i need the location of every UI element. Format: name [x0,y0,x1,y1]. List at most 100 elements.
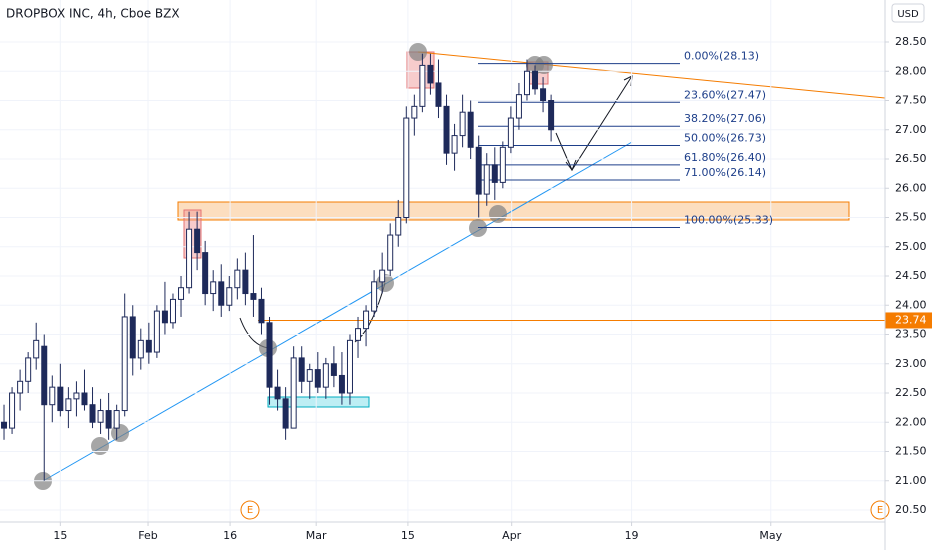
candle-body [33,339,40,359]
pivot-circle [489,205,507,223]
event-label: E [247,505,253,516]
resistance-zone [177,201,850,221]
x-tick-label: 15 [401,529,415,542]
candle-body [515,94,522,119]
candle-body [298,357,305,382]
candle-body [306,369,313,382]
candle-body [258,298,265,324]
candle-body [355,328,362,341]
y-tick-label: 23.00 [895,357,927,370]
candle-body [250,293,257,300]
y-tick-label: 28.50 [895,35,927,48]
candle-body [330,363,337,376]
y-tick-label: 27.50 [895,94,927,107]
candle-body [113,410,120,429]
candle-body [290,357,297,429]
candle-body [403,117,410,218]
x-tick-label: Apr [502,529,522,542]
pivot-circle [469,219,487,237]
fib-label: 38.20%(27.06) [684,112,766,125]
candle-body [153,310,160,353]
y-tick-label: 27.00 [895,123,927,136]
candle-body [1,421,8,429]
y-tick-label: 22.00 [895,415,927,428]
candle-body [145,339,152,353]
candle-body [41,345,48,406]
candle-body [483,164,490,195]
fib-label: 71.00%(26.14) [684,166,766,179]
fib-label: 0.00%(28.13) [684,50,759,63]
candle-body [161,310,168,324]
candle-body [322,363,329,388]
projection-arrow [555,75,633,172]
y-tick-label: 24.00 [895,298,927,311]
candle-body [89,404,96,423]
trend-line [42,141,633,482]
currency-badge[interactable] [891,3,925,23]
pivot-circle [91,437,109,455]
candle-body [371,281,378,312]
candle-body [129,316,136,359]
candle-body [49,386,56,406]
candle-body [411,105,418,119]
candle-body [314,369,321,388]
y-tick-label: 26.50 [895,152,927,165]
fib-label: 23.60%(27.47) [684,88,766,101]
y-tick-label: 22.50 [895,386,927,399]
candle-body [169,298,176,324]
candle-body [451,135,458,154]
y-tick-label: 21.00 [895,474,927,487]
y-tick-label: 21.50 [895,445,927,458]
candle-body [459,111,466,137]
candle-body [282,398,289,429]
candle-body [499,146,506,183]
fib-label: 100.00%(25.33) [684,213,773,226]
candle-body [548,100,555,131]
y-tick-label: 24.50 [895,269,927,282]
candle-body [379,269,386,283]
y-tick-label: 23.50 [895,328,927,341]
candle-body [17,380,24,394]
event-marker [240,500,260,520]
candle-body [202,252,209,295]
candle-body [427,64,434,84]
candle-body [81,392,88,406]
candle-body [266,322,273,388]
trend-line [417,51,886,99]
y-tick-label: 25.50 [895,211,927,224]
candle-body [395,217,402,236]
candle-body [467,111,474,148]
candle-body [234,269,241,289]
candle-body [9,392,16,429]
event-label: E [877,505,883,516]
candle-body [387,234,394,271]
candle-body [57,386,64,412]
y-tick-label: 28.00 [895,64,927,77]
candle-body [443,105,450,154]
candle-body [65,398,72,412]
x-tick-label: 16 [223,529,237,542]
y-tick-label: 26.00 [895,181,927,194]
pivot-circle [409,43,427,61]
fib-label: 50.00%(26.73) [684,132,766,145]
candle-body [346,339,353,394]
y-tick-label: 20.50 [895,503,927,516]
candle-body [105,410,112,429]
candle-body [121,316,128,412]
pivot-circle [535,56,553,74]
x-tick-label: 15 [53,529,67,542]
candle-body [186,228,193,289]
candle-body [178,287,185,300]
candle-body [419,64,426,107]
candle-body [242,269,249,295]
candle-body [475,146,482,195]
x-tick-label: 19 [625,529,639,542]
x-tick-label: May [759,529,782,542]
candle-body [532,70,539,90]
candle-body [73,392,80,400]
candle-body [25,357,32,382]
candle-body [210,281,217,295]
candle-body [338,374,345,394]
